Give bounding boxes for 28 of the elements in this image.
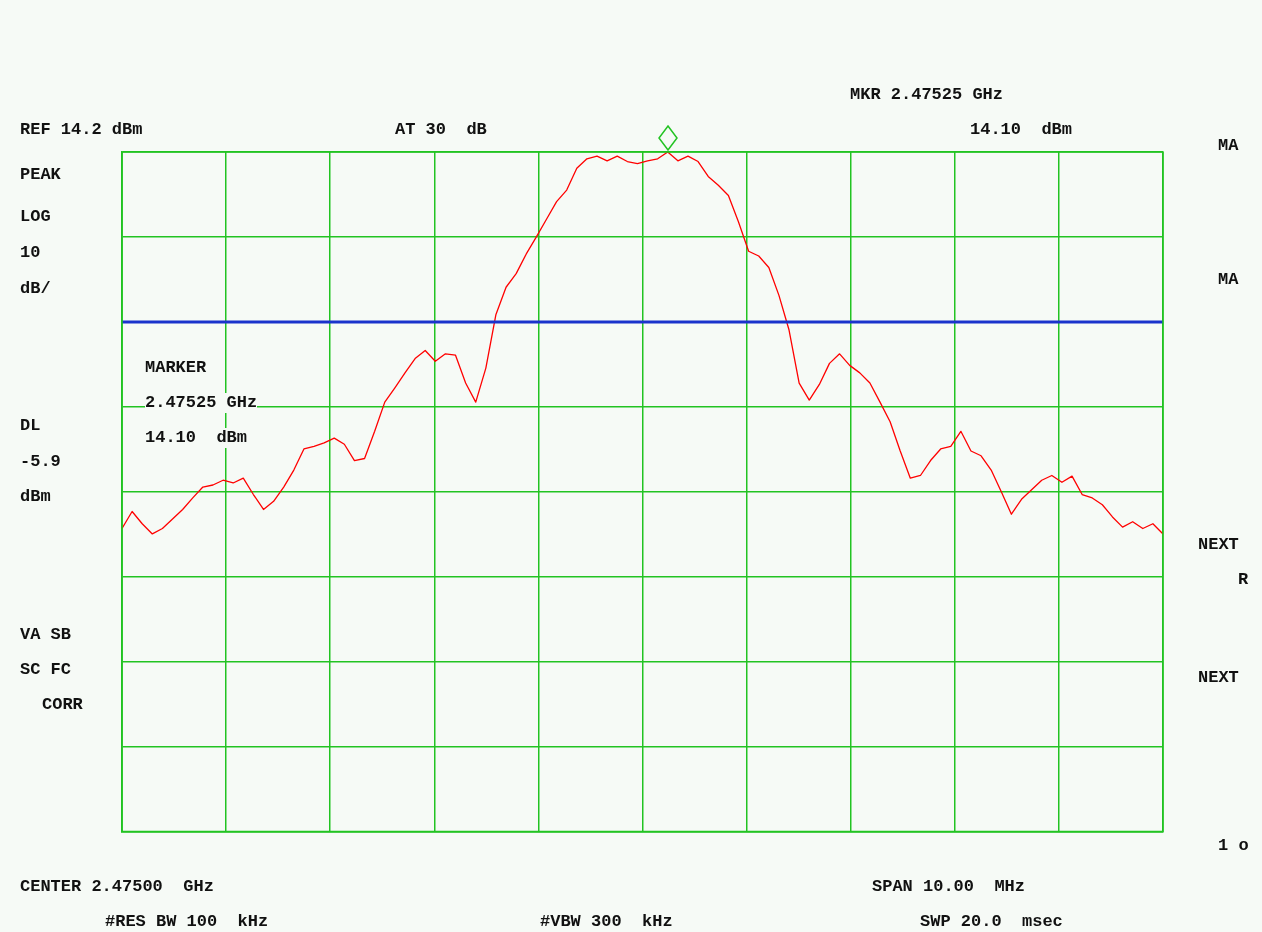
text: #VBW 300 kHz [540, 912, 673, 932]
text: SC FC [20, 660, 72, 680]
text: REF 14.2 dBm [20, 120, 143, 140]
text: NEXT [1198, 668, 1239, 688]
text: AT 30 dB [395, 120, 487, 140]
text: MA [1218, 136, 1239, 156]
text: NEXT [1198, 535, 1239, 555]
annotation: 2.47525 GHz [145, 393, 258, 413]
annotation: 14.10 dBm [145, 428, 248, 448]
text: CORR [42, 695, 83, 715]
text: VA SB [20, 625, 72, 645]
text: MA [1218, 270, 1239, 290]
text: CENTER 2.47500 GHz [20, 877, 214, 897]
text: SPAN 10.00 MHz [872, 877, 1026, 897]
text: dBm [20, 487, 51, 507]
text: dB/ [20, 279, 51, 299]
text: -5.9 [20, 452, 61, 472]
text: SWP 20.0 msec [920, 912, 1063, 932]
text: PEAK [20, 165, 61, 185]
text: 10 [20, 243, 41, 263]
text: 14.10 dBm [970, 120, 1073, 140]
annotation: MARKER [145, 358, 207, 378]
text: #RES BW 100 kHz [105, 912, 269, 932]
text: 1 o [1218, 836, 1249, 856]
text: R [1238, 570, 1249, 590]
text: DL [20, 416, 41, 436]
text: MKR 2.47525 GHz [850, 85, 1004, 105]
text: LOG [20, 207, 51, 227]
